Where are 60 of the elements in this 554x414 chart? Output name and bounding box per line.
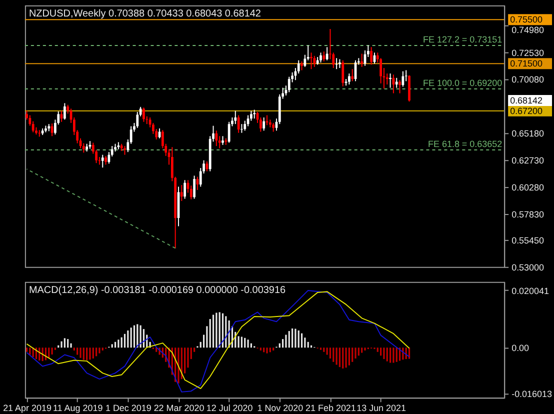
candlestick	[351, 68, 354, 82]
y-tick-label: -0.016013	[512, 388, 552, 399]
candlestick	[288, 76, 290, 93]
candlestick	[180, 184, 183, 202]
ref-line-label: 0.67200	[510, 106, 543, 116]
y-tick-label: 0.55450	[512, 235, 544, 246]
y-tick-label: 0.70080	[512, 74, 544, 85]
y-tick-label: 0.53000	[512, 262, 544, 272]
candlestick	[370, 46, 373, 66]
y-tick-label: 0.74980	[512, 24, 544, 35]
candlestick	[237, 114, 240, 134]
x-tick-label: 21 Feb 2021	[306, 403, 356, 414]
candlestick	[326, 46, 328, 61]
candlestick	[234, 110, 237, 125]
candlestick	[313, 55, 316, 68]
candlestick	[389, 72, 392, 88]
x-tick-label: 12 Jul 2020	[206, 403, 253, 414]
ref-line-label: FE 61.8 = 0.63652	[428, 138, 502, 149]
x-tick-label: 1 Nov 2020	[257, 403, 304, 414]
candlestick	[82, 142, 85, 154]
candlestick	[215, 130, 218, 147]
y-tick-label: 0.62730	[512, 155, 544, 166]
x-tick-label: 1 Dec 2019	[105, 403, 152, 414]
candlestick	[360, 53, 364, 68]
candlestick	[310, 52, 312, 70]
candlestick	[63, 102, 66, 120]
y-tick-label: 0.020041	[512, 286, 549, 296]
chart-title: MACD(12,26,9) -0.003181 -0.000169 0.000000 -0.003916	[28, 284, 286, 296]
candlestick	[320, 52, 322, 64]
x-tick-label: 22 Mar 2020	[154, 403, 204, 414]
candlestick	[240, 124, 243, 134]
candlestick	[402, 70, 404, 88]
candlestick	[228, 121, 230, 144]
candlestick	[262, 116, 266, 132]
chart-title: NZDUSD,Weekly 0.70388 0.70433 0.68043 0.68142	[28, 8, 262, 20]
text: 0.68142	[510, 96, 543, 106]
x-tick-label: 21 Apr 2019	[3, 403, 52, 414]
candlestick	[38, 130, 41, 138]
candlestick	[348, 72, 350, 85]
candlestick	[184, 180, 186, 200]
candlestick	[398, 80, 401, 94]
candlestick	[101, 154, 104, 168]
y-tick-label: 0.60280	[512, 182, 544, 192]
x-tick-label: 13 Jun 2021	[356, 403, 406, 414]
candlestick	[136, 111, 139, 128]
candlestick	[193, 175, 196, 200]
candlestick	[342, 60, 344, 87]
y-tick-label: 0.65180	[512, 128, 544, 139]
x-tick-label: 11 Aug 2019	[52, 403, 103, 414]
ref-line-label: FE 100.0 = 0.69200	[423, 78, 502, 88]
candlestick	[142, 107, 145, 122]
candlestick	[322, 51, 326, 62]
y-tick-label: 0.57830	[512, 209, 544, 220]
candlestick	[395, 77, 398, 88]
y-tick-label: 0.72530	[512, 48, 544, 58]
ref-line-label: FE 127.2 = 0.73151	[423, 34, 502, 44]
candlestick	[206, 160, 208, 172]
ref-line-label: 0.71500	[510, 58, 543, 69]
y-tick-label: 0.00	[512, 343, 530, 354]
ref-line-label: 0.75500	[510, 14, 543, 25]
